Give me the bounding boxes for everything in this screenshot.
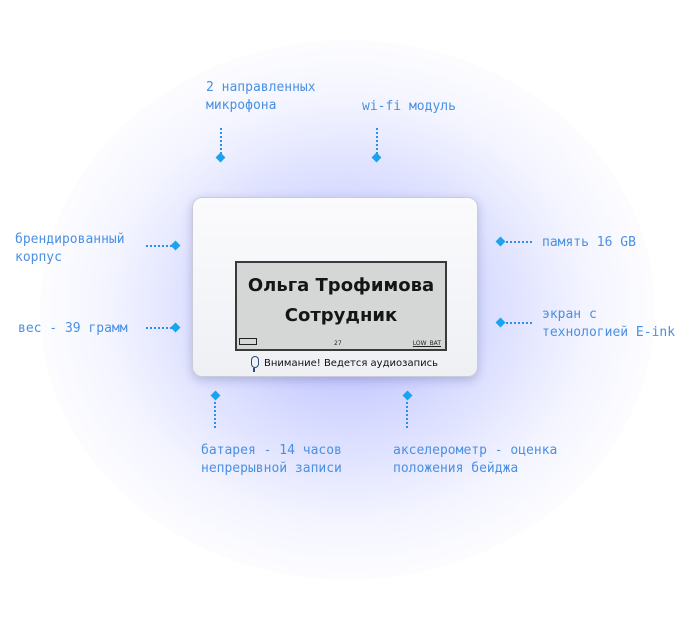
accelerometer-connector bbox=[406, 402, 408, 428]
weight-label: вес - 39 грамм bbox=[18, 320, 128, 338]
wifi-label-line1: wi-fi модуль bbox=[362, 99, 456, 114]
case-label: брендированный корпус bbox=[15, 231, 125, 267]
employee-name: Ольга Трофимова bbox=[247, 275, 435, 296]
case-label-line1: брендированный bbox=[15, 232, 125, 247]
case-connector bbox=[146, 245, 172, 247]
microphones-connector bbox=[220, 128, 222, 154]
wifi-label: wi-fi модуль bbox=[362, 98, 456, 116]
accelerometer-label: акселерометр - оценка положения бейджа bbox=[393, 442, 557, 478]
weight-label-line1: вес - 39 грамм bbox=[18, 321, 128, 336]
screen-connector bbox=[506, 322, 532, 324]
recording-notice-text: Внимание! Ведется аудиозапись bbox=[264, 358, 438, 369]
badge-device: Ольга Трофимова Сотрудник 27 LOW_BAT Вни… bbox=[192, 197, 478, 377]
memory-label-line1: память 16 GB bbox=[542, 235, 636, 250]
weight-connector bbox=[146, 327, 172, 329]
recording-notice: Внимание! Ведется аудиозапись bbox=[251, 356, 438, 372]
battery-label-line1: батарея - 14 часов bbox=[201, 443, 342, 458]
battery-label-line2: непрерывной записи bbox=[201, 461, 342, 476]
wifi-connector bbox=[376, 128, 378, 154]
accelerometer-label-line1: акселерометр - оценка bbox=[393, 443, 558, 458]
case-label-line2: корпус bbox=[15, 250, 62, 265]
microphones-label-line2: микрофона bbox=[206, 98, 277, 113]
microphone-icon bbox=[251, 356, 259, 372]
accelerometer-label-line2: положения бейджа bbox=[393, 461, 519, 476]
status-indicator: LOW_BAT bbox=[412, 340, 441, 347]
e-ink-screen: Ольга Трофимова Сотрудник 27 LOW_BAT bbox=[235, 261, 447, 351]
battery-connector bbox=[214, 402, 216, 428]
employee-role: Сотрудник bbox=[284, 305, 398, 326]
battery-icon bbox=[239, 338, 257, 345]
screen-label-line2: технологией E-ink bbox=[542, 325, 676, 340]
microphones-label: 2 направленных микрофона bbox=[206, 79, 316, 115]
memory-connector bbox=[506, 241, 532, 243]
battery-label: батарея - 14 часов непрерывной записи bbox=[201, 442, 342, 478]
memory-label: память 16 GB bbox=[542, 234, 636, 252]
microphones-label-line1: 2 направленных bbox=[206, 80, 316, 95]
screen-label-line1: экран с bbox=[542, 307, 597, 322]
page-number: 27 bbox=[334, 340, 342, 347]
screen-label: экран с технологией E-ink bbox=[542, 306, 675, 342]
